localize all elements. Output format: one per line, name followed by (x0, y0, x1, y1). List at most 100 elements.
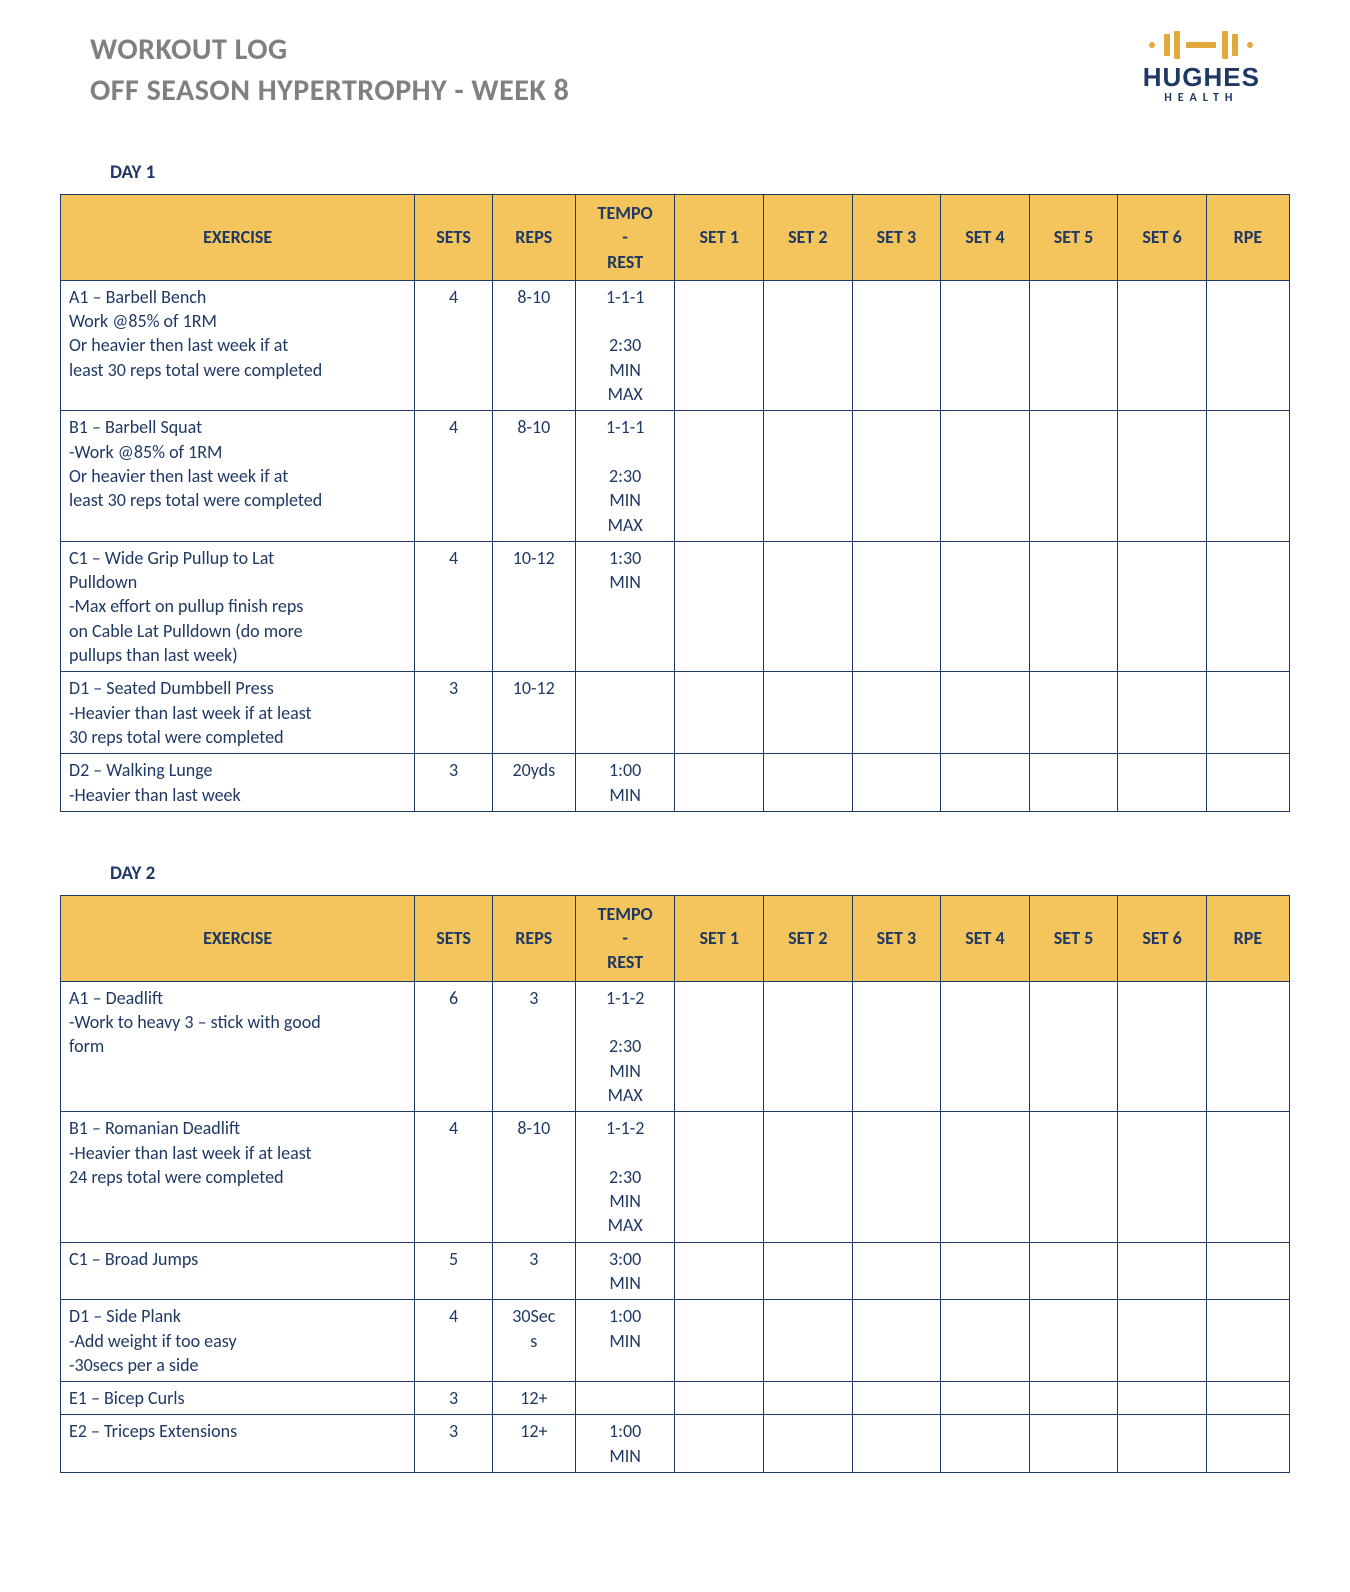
cell-reps: 8-10 (492, 280, 575, 410)
cell-set1[interactable] (675, 754, 764, 812)
col-sets: SETS (415, 895, 493, 981)
cell-rpe[interactable] (1206, 1415, 1289, 1473)
cell-set1[interactable] (675, 672, 764, 754)
cell-set6[interactable] (1118, 1415, 1207, 1473)
barbell-icon (1146, 30, 1256, 60)
cell-set6[interactable] (1118, 1382, 1207, 1415)
cell-sets: 3 (415, 754, 493, 812)
cell-tempo-rest: 3:00MIN (575, 1242, 675, 1300)
cell-set4[interactable] (941, 1382, 1030, 1415)
cell-sets: 5 (415, 1242, 493, 1300)
cell-rpe[interactable] (1206, 1112, 1289, 1242)
cell-set3[interactable] (852, 1382, 941, 1415)
cell-set5[interactable] (1029, 1300, 1118, 1382)
cell-set5[interactable] (1029, 1112, 1118, 1242)
cell-rpe[interactable] (1206, 754, 1289, 812)
cell-set5[interactable] (1029, 754, 1118, 812)
cell-set2[interactable] (764, 280, 853, 410)
cell-set5[interactable] (1029, 981, 1118, 1111)
cell-reps: 3 (492, 1242, 575, 1300)
cell-reps: 3 (492, 981, 575, 1111)
cell-set6[interactable] (1118, 1242, 1207, 1300)
titles: WORKOUT LOG OFF SEASON HYPERTROPHY - WEE… (50, 30, 569, 111)
cell-set1[interactable] (675, 1415, 764, 1473)
cell-set3[interactable] (852, 981, 941, 1111)
cell-set3[interactable] (852, 1242, 941, 1300)
col-set5: SET 5 (1029, 895, 1118, 981)
cell-set6[interactable] (1118, 541, 1207, 671)
cell-set4[interactable] (941, 1112, 1030, 1242)
cell-set5[interactable] (1029, 1415, 1118, 1473)
cell-rpe[interactable] (1206, 1242, 1289, 1300)
cell-rpe[interactable] (1206, 672, 1289, 754)
cell-set2[interactable] (764, 411, 853, 541)
cell-rpe[interactable] (1206, 280, 1289, 410)
cell-set6[interactable] (1118, 981, 1207, 1111)
cell-set2[interactable] (764, 1112, 853, 1242)
cell-set6[interactable] (1118, 280, 1207, 410)
cell-set1[interactable] (675, 1112, 764, 1242)
cell-set5[interactable] (1029, 411, 1118, 541)
cell-set2[interactable] (764, 981, 853, 1111)
cell-set2[interactable] (764, 672, 853, 754)
cell-set4[interactable] (941, 981, 1030, 1111)
cell-set4[interactable] (941, 1300, 1030, 1382)
cell-rpe[interactable] (1206, 541, 1289, 671)
cell-set5[interactable] (1029, 1242, 1118, 1300)
logo-name: HUGHES (1143, 62, 1260, 93)
cell-set2[interactable] (764, 1415, 853, 1473)
cell-set6[interactable] (1118, 754, 1207, 812)
cell-set2[interactable] (764, 1300, 853, 1382)
cell-reps: 10-12 (492, 541, 575, 671)
cell-set6[interactable] (1118, 1112, 1207, 1242)
cell-set1[interactable] (675, 280, 764, 410)
cell-rpe[interactable] (1206, 1300, 1289, 1382)
cell-set4[interactable] (941, 280, 1030, 410)
cell-set5[interactable] (1029, 672, 1118, 754)
cell-rpe[interactable] (1206, 1382, 1289, 1415)
cell-set2[interactable] (764, 1382, 853, 1415)
cell-set4[interactable] (941, 754, 1030, 812)
cell-set1[interactable] (675, 411, 764, 541)
cell-exercise: A1 – Barbell BenchWork @85% of 1RMOr hea… (61, 280, 415, 410)
cell-set2[interactable] (764, 754, 853, 812)
cell-tempo-rest: 1:00MIN (575, 754, 675, 812)
cell-set5[interactable] (1029, 280, 1118, 410)
cell-set2[interactable] (764, 1242, 853, 1300)
cell-set3[interactable] (852, 1112, 941, 1242)
cell-rpe[interactable] (1206, 981, 1289, 1111)
cell-tempo-rest: 1-1-2 2:30MINMAX (575, 1112, 675, 1242)
cell-tempo-rest: 1:00MIN (575, 1300, 675, 1382)
cell-reps: 10-12 (492, 672, 575, 754)
cell-set4[interactable] (941, 411, 1030, 541)
cell-set4[interactable] (941, 672, 1030, 754)
cell-exercise: B1 – Barbell Squat-Work @85% of 1RMOr he… (61, 411, 415, 541)
cell-set3[interactable] (852, 754, 941, 812)
cell-tempo-rest (575, 672, 675, 754)
table-row: B1 – Barbell Squat-Work @85% of 1RMOr he… (61, 411, 1290, 541)
cell-set3[interactable] (852, 1300, 941, 1382)
cell-set3[interactable] (852, 672, 941, 754)
cell-set5[interactable] (1029, 541, 1118, 671)
cell-set6[interactable] (1118, 1300, 1207, 1382)
cell-set1[interactable] (675, 1242, 764, 1300)
table-row: A1 – Deadlift-Work to heavy 3 – stick wi… (61, 981, 1290, 1111)
cell-set4[interactable] (941, 1242, 1030, 1300)
cell-set6[interactable] (1118, 411, 1207, 541)
cell-set4[interactable] (941, 541, 1030, 671)
cell-set1[interactable] (675, 1300, 764, 1382)
cell-set1[interactable] (675, 981, 764, 1111)
cell-reps: 12+ (492, 1382, 575, 1415)
col-tempo-rest: TEMPO-REST (575, 195, 675, 281)
cell-set3[interactable] (852, 280, 941, 410)
cell-set4[interactable] (941, 1415, 1030, 1473)
cell-set6[interactable] (1118, 672, 1207, 754)
cell-set2[interactable] (764, 541, 853, 671)
cell-set3[interactable] (852, 541, 941, 671)
cell-set3[interactable] (852, 411, 941, 541)
cell-set1[interactable] (675, 541, 764, 671)
cell-rpe[interactable] (1206, 411, 1289, 541)
cell-set3[interactable] (852, 1415, 941, 1473)
cell-set5[interactable] (1029, 1382, 1118, 1415)
cell-set1[interactable] (675, 1382, 764, 1415)
